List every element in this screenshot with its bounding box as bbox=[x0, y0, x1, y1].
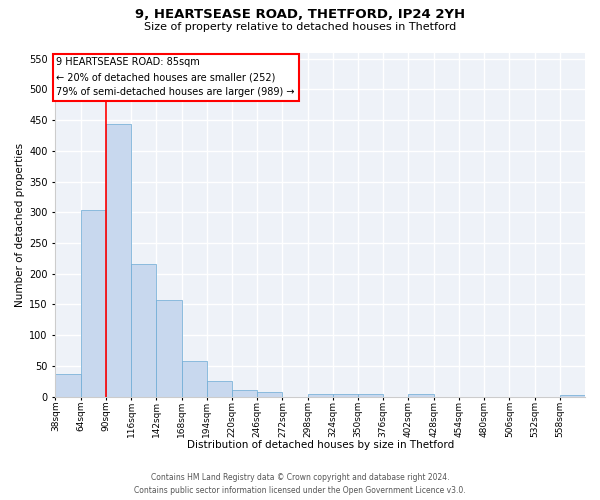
Text: Contains HM Land Registry data © Crown copyright and database right 2024.
Contai: Contains HM Land Registry data © Crown c… bbox=[134, 474, 466, 495]
Bar bbox=[182, 361, 207, 396]
Bar bbox=[232, 390, 257, 396]
Bar bbox=[80, 210, 106, 396]
Bar bbox=[308, 394, 333, 396]
X-axis label: Distribution of detached houses by size in Thetford: Distribution of detached houses by size … bbox=[187, 440, 454, 450]
Bar bbox=[106, 124, 131, 396]
Bar bbox=[358, 394, 383, 396]
Text: 9 HEARTSEASE ROAD: 85sqm
← 20% of detached houses are smaller (252)
79% of semi-: 9 HEARTSEASE ROAD: 85sqm ← 20% of detach… bbox=[56, 58, 295, 97]
Bar bbox=[409, 394, 434, 396]
Bar bbox=[55, 374, 80, 396]
Y-axis label: Number of detached properties: Number of detached properties bbox=[15, 142, 25, 306]
Text: 9, HEARTSEASE ROAD, THETFORD, IP24 2YH: 9, HEARTSEASE ROAD, THETFORD, IP24 2YH bbox=[135, 8, 465, 20]
Bar bbox=[157, 300, 182, 396]
Bar bbox=[257, 392, 283, 396]
Bar bbox=[560, 395, 585, 396]
Bar bbox=[131, 264, 157, 396]
Text: Size of property relative to detached houses in Thetford: Size of property relative to detached ho… bbox=[144, 22, 456, 32]
Bar bbox=[333, 394, 358, 396]
Bar bbox=[207, 382, 232, 396]
